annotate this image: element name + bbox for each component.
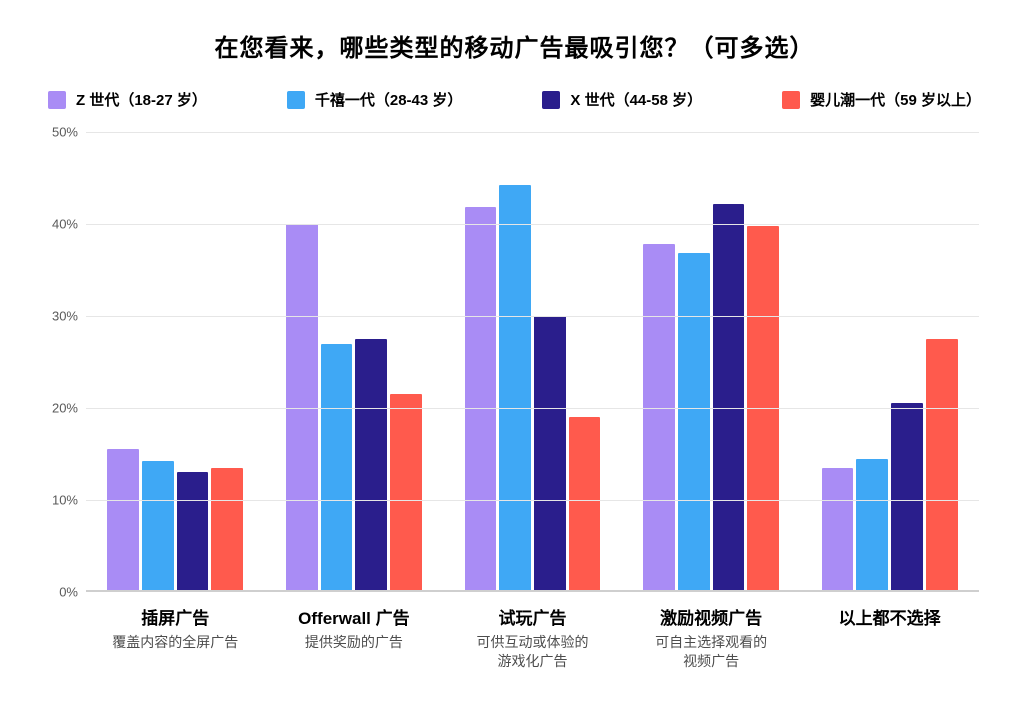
bars <box>286 132 422 592</box>
legend-label: 千禧一代（28-43 岁） <box>315 89 463 110</box>
gridline <box>86 224 979 225</box>
bar-genx <box>534 316 566 592</box>
legend-swatch <box>48 91 66 109</box>
legend-item-millennial: 千禧一代（28-43 岁） <box>287 89 463 110</box>
bar-genx <box>355 339 387 592</box>
bar-group <box>622 132 801 592</box>
x-label: 以上都不选择 <box>800 604 979 671</box>
plot-area: 0%10%20%30%40%50% <box>86 132 979 592</box>
x-label: Offerwall 广告提供奖励的广告 <box>265 604 444 671</box>
y-tick-label: 20% <box>40 401 78 416</box>
y-tick-label: 50% <box>40 125 78 140</box>
x-label-sub: 提供奖励的广告 <box>265 633 444 652</box>
bar-genz <box>643 244 675 592</box>
bar-millennial <box>678 253 710 592</box>
y-tick-label: 30% <box>40 309 78 324</box>
legend-label: X 世代（44-58 岁） <box>570 89 702 110</box>
bars <box>822 132 958 592</box>
bar-genx <box>713 204 745 592</box>
bar-group <box>86 132 265 592</box>
x-label: 激励视频广告可自主选择观看的视频广告 <box>622 604 801 671</box>
bar-boomer <box>569 417 601 592</box>
gridline <box>86 316 979 317</box>
legend-item-genx: X 世代（44-58 岁） <box>542 89 702 110</box>
bar-genz <box>465 207 497 592</box>
gridline <box>86 500 979 501</box>
x-axis-line <box>86 590 979 592</box>
x-label-sub: 覆盖内容的全屏广告 <box>86 633 265 652</box>
bar-genz <box>107 449 139 592</box>
chart-legend: Z 世代（18-27 岁） 千禧一代（28-43 岁） X 世代（44-58 岁） 婴… <box>40 89 989 110</box>
legend-swatch <box>287 91 305 109</box>
bars <box>107 132 243 592</box>
legend-swatch <box>542 91 560 109</box>
bar-millennial <box>856 459 888 592</box>
x-label-main: Offerwall 广告 <box>265 604 444 629</box>
x-label-sub: 可供互动或体验的游戏化广告 <box>443 633 622 671</box>
x-axis-labels: 插屏广告覆盖内容的全屏广告Offerwall 广告提供奖励的广告试玩广告可供互动… <box>86 604 979 671</box>
y-tick-label: 40% <box>40 217 78 232</box>
legend-item-boomer: 婴儿潮一代（59 岁以上） <box>782 89 981 110</box>
bar-genz <box>822 468 854 592</box>
bar-boomer <box>211 468 243 592</box>
x-label-main: 试玩广告 <box>443 604 622 629</box>
bar-group <box>800 132 979 592</box>
legend-item-genz: Z 世代（18-27 岁） <box>48 89 207 110</box>
plot-inner: 0%10%20%30%40%50% <box>86 132 979 592</box>
bar-boomer <box>926 339 958 592</box>
bar-genx <box>891 403 923 592</box>
legend-label: 婴儿潮一代（59 岁以上） <box>810 89 981 110</box>
x-label-sub: 可自主选择观看的视频广告 <box>622 633 801 671</box>
bar-group <box>265 132 444 592</box>
chart-container: 在您看来，哪些类型的移动广告最吸引您？（可多选） Z 世代（18-27 岁） 千禧… <box>0 0 1029 715</box>
bar-millennial <box>321 344 353 592</box>
bar-group <box>443 132 622 592</box>
x-label-main: 插屏广告 <box>86 604 265 629</box>
x-label-main: 以上都不选择 <box>800 604 979 629</box>
chart-title: 在您看来，哪些类型的移动广告最吸引您？（可多选） <box>40 28 989 63</box>
gridline <box>86 132 979 133</box>
bar-millennial <box>499 185 531 592</box>
y-tick-label: 10% <box>40 493 78 508</box>
bar-millennial <box>142 461 174 592</box>
gridline <box>86 408 979 409</box>
bars <box>643 132 779 592</box>
bar-groups <box>86 132 979 592</box>
bars <box>465 132 601 592</box>
legend-swatch <box>782 91 800 109</box>
x-label: 插屏广告覆盖内容的全屏广告 <box>86 604 265 671</box>
x-label-main: 激励视频广告 <box>622 604 801 629</box>
y-tick-label: 0% <box>40 585 78 600</box>
bar-genx <box>177 472 209 592</box>
legend-label: Z 世代（18-27 岁） <box>76 89 207 110</box>
x-label: 试玩广告可供互动或体验的游戏化广告 <box>443 604 622 671</box>
bar-boomer <box>390 394 422 592</box>
